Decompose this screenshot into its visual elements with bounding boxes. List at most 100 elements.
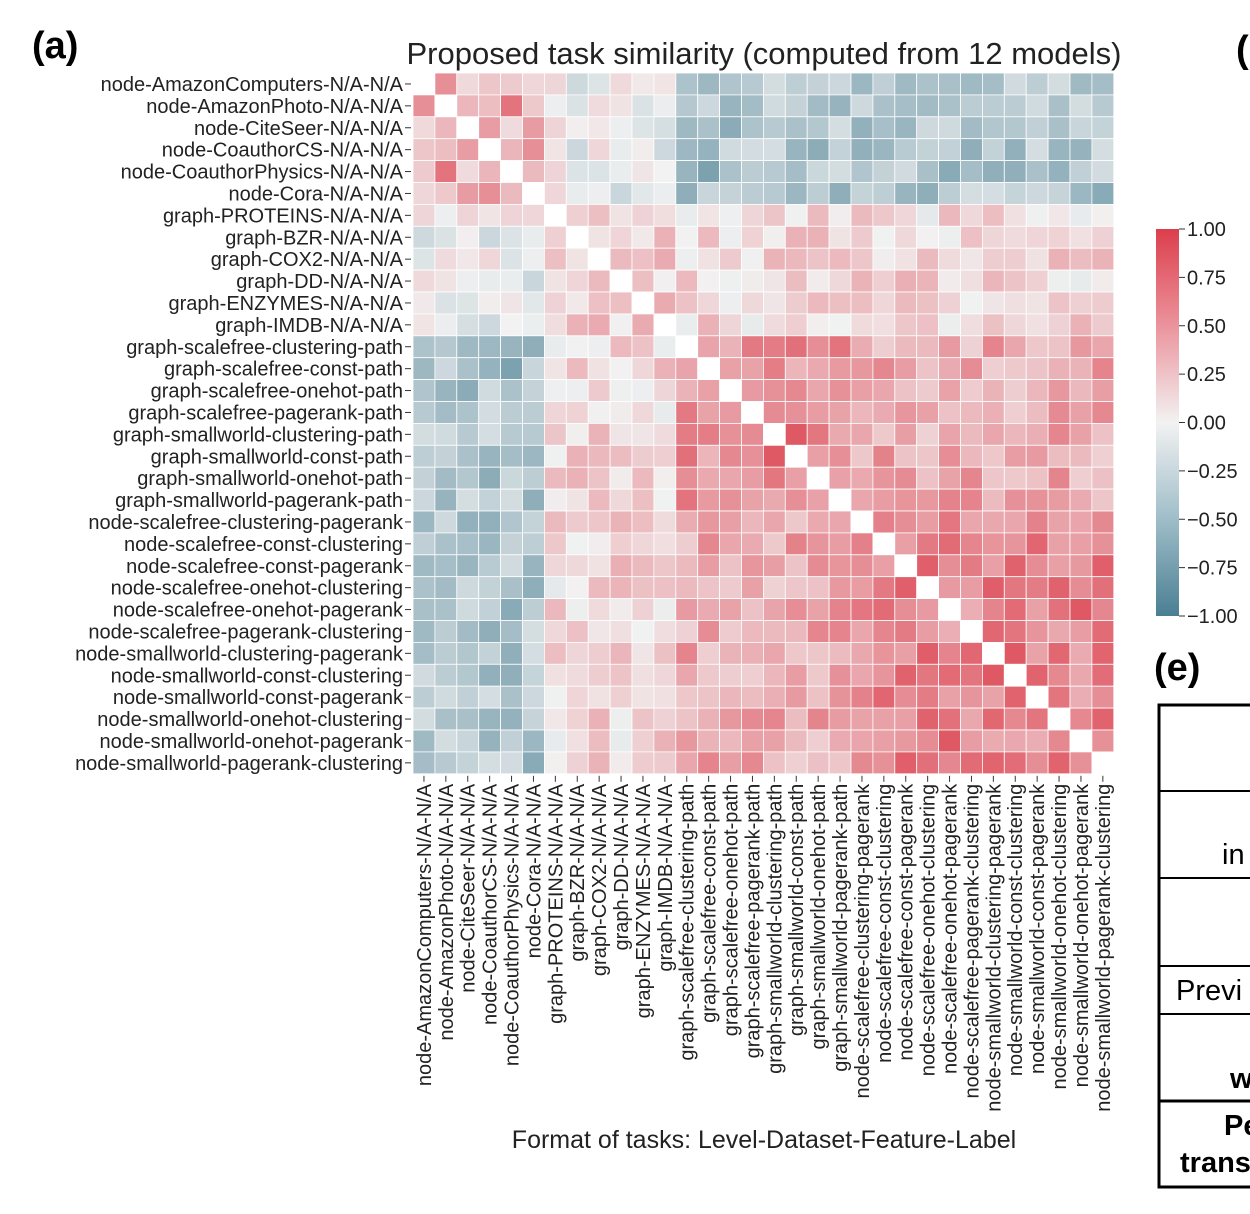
heatmap-cell (806, 510, 830, 534)
heatmap-cell (784, 729, 808, 753)
heatmap-cell (697, 313, 721, 337)
heatmap-cell (500, 729, 523, 753)
heatmap-cell (960, 357, 983, 381)
heatmap-cell (938, 225, 961, 249)
heatmap-cell (675, 72, 699, 96)
heatmap-cell (500, 576, 523, 600)
heatmap-cell (544, 532, 567, 556)
heatmap-cell (565, 532, 589, 556)
heatmap-cell (609, 160, 633, 183)
heatmap-cell (719, 707, 742, 731)
heatmap-cell (609, 444, 633, 468)
table-cell-text: in (1222, 839, 1245, 871)
heatmap-cell (456, 532, 480, 556)
heatmap-cell (456, 291, 480, 315)
heatmap-cell (1047, 620, 1071, 643)
heatmap-cell (916, 598, 940, 621)
heatmap-cell (894, 182, 918, 205)
heatmap-cell (456, 663, 480, 687)
heatmap-cell (916, 554, 940, 578)
heatmap-cell (828, 116, 852, 140)
heatmap-cell (938, 532, 961, 556)
heatmap-cell (609, 116, 633, 140)
heatmap-cell (587, 663, 611, 687)
heatmap-cell (960, 225, 983, 249)
heatmap-cell (1091, 554, 1115, 578)
heatmap-cell (587, 598, 611, 621)
heatmap-cell (631, 729, 655, 753)
heatmap-cell (938, 357, 961, 381)
heatmap-cell-diagonal (544, 203, 567, 227)
heatmap-cell (522, 642, 545, 665)
heatmap-cell (806, 94, 830, 118)
x-tick-label: graph-smallworld-pagerank-path (830, 784, 852, 1072)
heatmap-cell (544, 685, 567, 709)
heatmap-cell (763, 444, 786, 468)
heatmap-cell (500, 72, 523, 96)
heatmap-cell (675, 379, 699, 402)
heatmap-cell (719, 576, 742, 600)
heatmap-cell (1003, 707, 1027, 731)
heatmap-cell (544, 160, 567, 183)
heatmap-cell (1069, 488, 1093, 512)
heatmap-cell (1091, 269, 1115, 293)
y-tick-label: graph-scalefree-onehot-path (151, 381, 403, 403)
heatmap-cell (587, 291, 611, 315)
x-tick-label: graph-PROTEINS-N/A-N/A (545, 783, 567, 1024)
x-tick-label: graph-smallworld-const-path (786, 784, 808, 1036)
heatmap-cell (872, 269, 896, 293)
heatmap-cell-diagonal (565, 225, 589, 249)
heatmap-cell (565, 466, 589, 490)
heatmap-cell (587, 225, 611, 249)
heatmap-cell (653, 685, 677, 709)
heatmap-cell (434, 401, 458, 424)
heatmap-cell (806, 751, 830, 775)
heatmap-cell (544, 138, 567, 161)
heatmap-cell (960, 422, 983, 446)
heatmap-cell (960, 269, 983, 293)
heatmap-cell (784, 138, 808, 161)
heatmap-cell (675, 160, 699, 183)
heatmap-cell (544, 642, 567, 665)
heatmap-cell (1025, 620, 1049, 643)
heatmap-cell (653, 729, 677, 753)
heatmap-cell (872, 116, 896, 140)
heatmap-cell (850, 72, 874, 96)
heatmap-cell (609, 182, 633, 205)
heatmap-cell (763, 488, 786, 512)
heatmap-cell (456, 751, 480, 775)
y-tick-label: node-smallworld-const-pagerank (113, 687, 404, 709)
heatmap-cell (850, 225, 874, 249)
y-tick-label: node-scalefree-pagerank-clustering (88, 621, 403, 643)
heatmap-cell (1091, 291, 1115, 315)
heatmap-cell (1069, 444, 1093, 468)
heatmap-cell (960, 685, 983, 709)
heatmap-cell (522, 729, 545, 753)
heatmap-cell (763, 182, 786, 205)
heatmap-cell (587, 620, 611, 643)
heatmap-cell-diagonal (522, 182, 545, 205)
heatmap-cell (434, 751, 458, 775)
heatmap-cell (653, 510, 677, 534)
heatmap-cell (565, 554, 589, 578)
heatmap-cell (741, 335, 764, 359)
heatmap-cell (500, 685, 523, 709)
heatmap-cell (434, 379, 458, 402)
heatmap-cell (522, 225, 545, 249)
heatmap-cell (500, 532, 523, 556)
heatmap-cell (763, 620, 786, 643)
heatmap-cell (587, 488, 611, 512)
heatmap-cell (960, 707, 983, 731)
heatmap-cell (631, 379, 655, 402)
heatmap-cell (763, 94, 786, 118)
heatmap-cell (434, 598, 458, 621)
heatmap-cell (500, 401, 523, 424)
heatmap-cell (434, 116, 458, 140)
heatmap-cell (872, 729, 896, 753)
heatmap-cell (741, 466, 764, 490)
table-cell-text: w (1229, 1063, 1250, 1095)
heatmap-cell (697, 751, 721, 775)
heatmap-cell (828, 269, 852, 293)
heatmap-cell (872, 466, 896, 490)
heatmap-cell (916, 379, 940, 402)
